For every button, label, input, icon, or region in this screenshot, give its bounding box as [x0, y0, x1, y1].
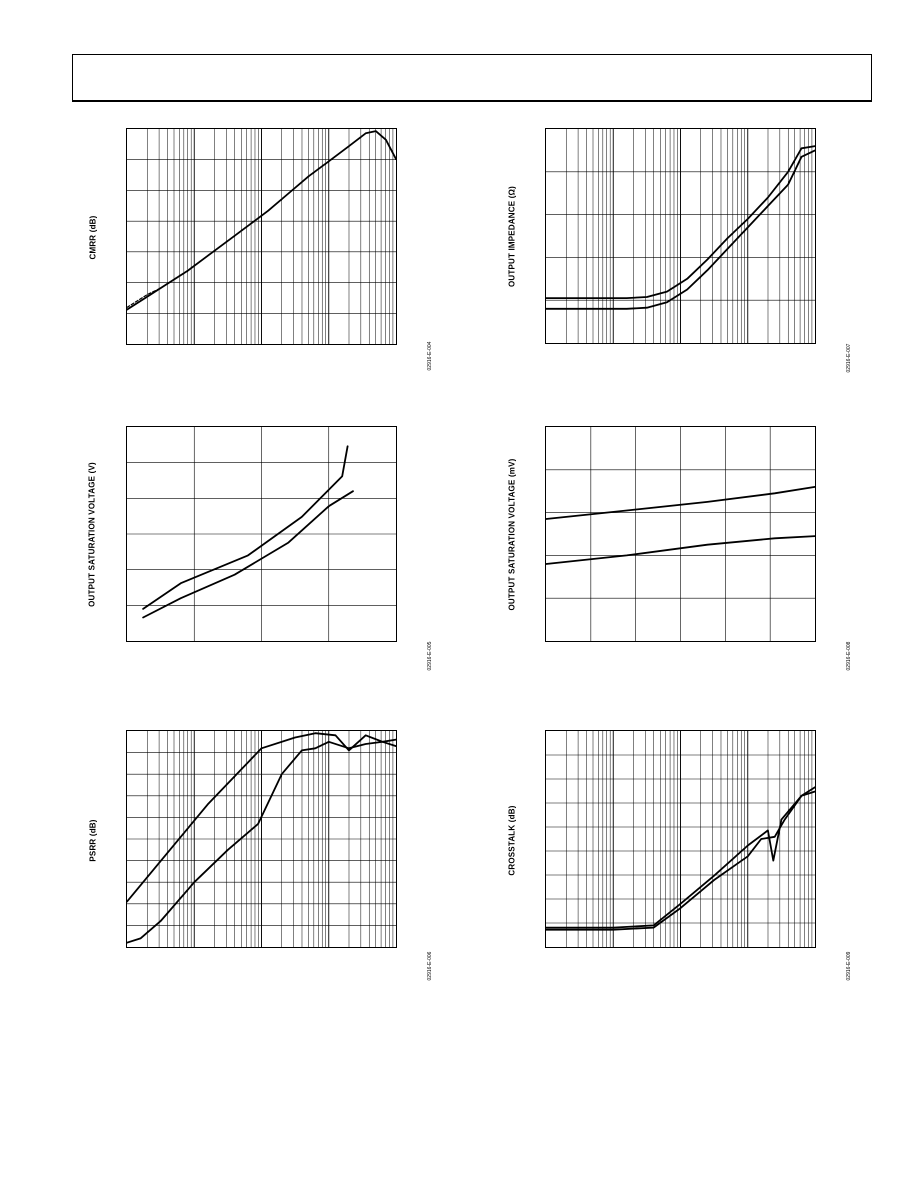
- plot-area: [126, 128, 397, 345]
- series-line-1: [142, 445, 349, 610]
- series-line-2: [545, 786, 816, 931]
- chart-svg: [545, 731, 816, 947]
- plot-area: [545, 730, 816, 948]
- series-line-2: [545, 149, 816, 310]
- chart-svg: [126, 731, 397, 947]
- y-axis-label: CMRR (dB): [88, 215, 98, 260]
- series-line-1: [126, 130, 397, 311]
- plot-area: [545, 128, 816, 344]
- plot-area: [545, 426, 816, 642]
- plot-area: [126, 730, 397, 948]
- figure-id: 02916-E-006: [427, 951, 433, 981]
- figure-id: 02916-E-007: [846, 343, 852, 373]
- y-axis-label: CROSSTALK (dB): [507, 805, 517, 876]
- series-line-1: [545, 790, 816, 929]
- chart-svg: [545, 129, 816, 343]
- figure-id: 02916-E-005: [427, 641, 433, 671]
- plot-area: [126, 426, 397, 642]
- series-line-2: [545, 535, 816, 565]
- figure-id: 02916-E-004: [427, 341, 433, 371]
- series-line-2: [126, 738, 397, 944]
- chart-svg: [126, 129, 397, 344]
- chart-svg: [127, 427, 396, 641]
- series-line-2: [126, 278, 175, 308]
- series-line-1: [545, 486, 816, 520]
- figure-id: 02916-E-009: [846, 951, 852, 981]
- y-axis-label: OUTPUT SATURATION VOLTAGE (V): [87, 462, 97, 607]
- chart-svg: [545, 427, 816, 641]
- series-line-1: [545, 145, 816, 300]
- y-axis-label: OUTPUT SATURATION VOLTAGE (mV): [507, 458, 517, 611]
- figure-id: 02916-E-008: [846, 641, 852, 671]
- series-line-2: [142, 490, 354, 619]
- y-axis-label: OUTPUT IMPEDANCE (Ω): [507, 185, 517, 288]
- y-axis-label: PSRR (dB): [88, 819, 98, 862]
- page-header-box: [72, 54, 872, 102]
- series-line-1: [126, 732, 397, 903]
